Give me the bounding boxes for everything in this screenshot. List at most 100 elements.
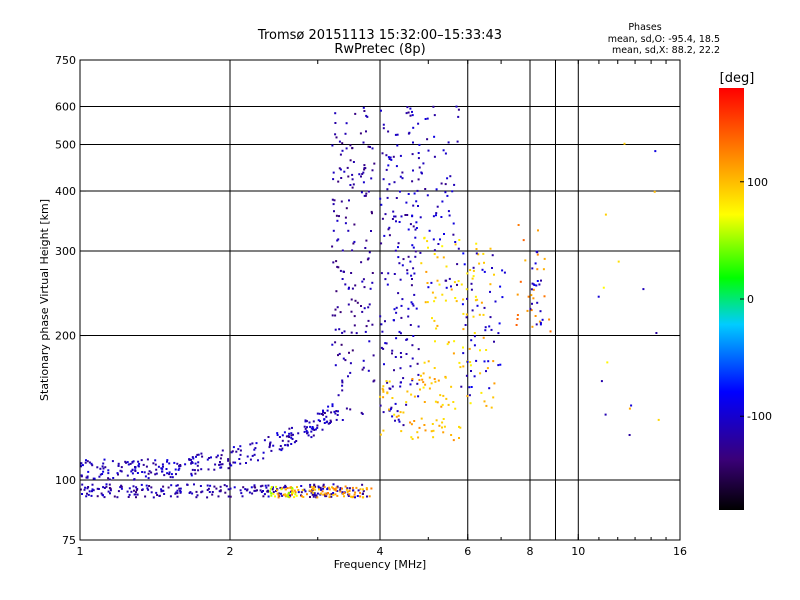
data-point xyxy=(211,493,214,496)
data-point xyxy=(426,194,429,197)
data-point xyxy=(400,356,403,359)
data-point xyxy=(191,461,194,464)
data-point xyxy=(102,494,104,497)
data-point xyxy=(503,271,506,274)
data-point xyxy=(383,363,385,366)
data-point xyxy=(341,142,344,145)
data-point xyxy=(348,351,350,354)
data-point xyxy=(157,465,160,468)
data-point xyxy=(85,459,87,462)
data-point xyxy=(474,295,477,298)
data-point xyxy=(253,453,256,456)
data-point xyxy=(484,326,487,329)
data-point xyxy=(522,239,525,242)
data-point xyxy=(125,461,127,464)
data-point xyxy=(337,238,340,241)
data-point xyxy=(379,395,382,398)
data-point xyxy=(312,434,315,437)
data-point xyxy=(444,376,447,379)
data-point xyxy=(134,470,137,472)
data-point xyxy=(166,460,168,463)
data-point xyxy=(485,370,487,373)
data-point xyxy=(291,487,294,489)
data-point xyxy=(606,361,609,364)
data-point xyxy=(409,324,412,326)
data-point xyxy=(494,300,497,303)
data-point xyxy=(284,486,287,488)
data-point xyxy=(388,408,390,411)
data-point xyxy=(143,471,146,474)
data-point xyxy=(289,495,292,498)
data-point xyxy=(411,357,414,360)
data-point xyxy=(87,493,90,496)
data-point xyxy=(490,328,493,331)
data-point xyxy=(136,472,139,474)
data-point xyxy=(414,228,417,231)
data-point xyxy=(400,316,403,319)
data-point xyxy=(132,485,135,488)
data-point xyxy=(361,483,364,486)
data-point xyxy=(218,463,221,466)
data-point xyxy=(491,254,494,257)
data-point xyxy=(362,359,365,362)
data-point xyxy=(453,281,456,284)
data-point xyxy=(173,461,176,464)
data-point xyxy=(370,177,373,180)
data-point xyxy=(411,378,414,380)
data-point xyxy=(174,468,177,471)
data-point xyxy=(394,402,397,405)
data-point xyxy=(438,283,441,286)
data-point xyxy=(481,268,484,271)
x-tick-label: 1 xyxy=(77,545,84,558)
data-point xyxy=(186,483,189,486)
data-point xyxy=(253,448,256,451)
data-point xyxy=(272,444,275,447)
data-point xyxy=(127,496,130,498)
data-point xyxy=(390,406,393,409)
data-point xyxy=(471,309,474,312)
data-point xyxy=(334,314,337,317)
data-point xyxy=(128,487,131,490)
data-point xyxy=(197,469,200,472)
data-point xyxy=(409,223,412,226)
data-point xyxy=(392,155,395,158)
data-point xyxy=(232,446,235,449)
data-point xyxy=(346,491,349,493)
data-point xyxy=(409,383,412,386)
data-point xyxy=(99,467,102,470)
data-point xyxy=(548,318,551,321)
data-point xyxy=(305,420,308,423)
data-point xyxy=(399,190,401,193)
data-point xyxy=(534,262,537,265)
data-point xyxy=(190,472,193,475)
data-point xyxy=(335,260,338,263)
data-point xyxy=(152,462,155,465)
data-point xyxy=(178,487,181,490)
data-point xyxy=(245,489,248,492)
data-point xyxy=(102,462,105,465)
data-point xyxy=(359,495,362,498)
data-point xyxy=(465,316,468,319)
data-point xyxy=(413,395,416,398)
data-point xyxy=(102,467,105,470)
data-point xyxy=(300,495,303,498)
data-point xyxy=(213,485,216,488)
data-point xyxy=(604,213,607,216)
data-point xyxy=(399,411,402,414)
data-point xyxy=(401,264,404,267)
data-point xyxy=(371,281,374,284)
data-point xyxy=(323,486,326,488)
data-point xyxy=(120,466,123,469)
data-point xyxy=(461,303,464,306)
data-point xyxy=(458,239,461,241)
data-point xyxy=(448,214,451,217)
data-point xyxy=(435,212,438,215)
data-point xyxy=(313,486,316,489)
data-point xyxy=(419,251,422,254)
data-point xyxy=(165,468,168,470)
data-point xyxy=(365,192,368,195)
data-point xyxy=(322,483,325,486)
data-point xyxy=(147,488,150,491)
data-point xyxy=(411,344,414,347)
data-point xyxy=(86,475,89,478)
